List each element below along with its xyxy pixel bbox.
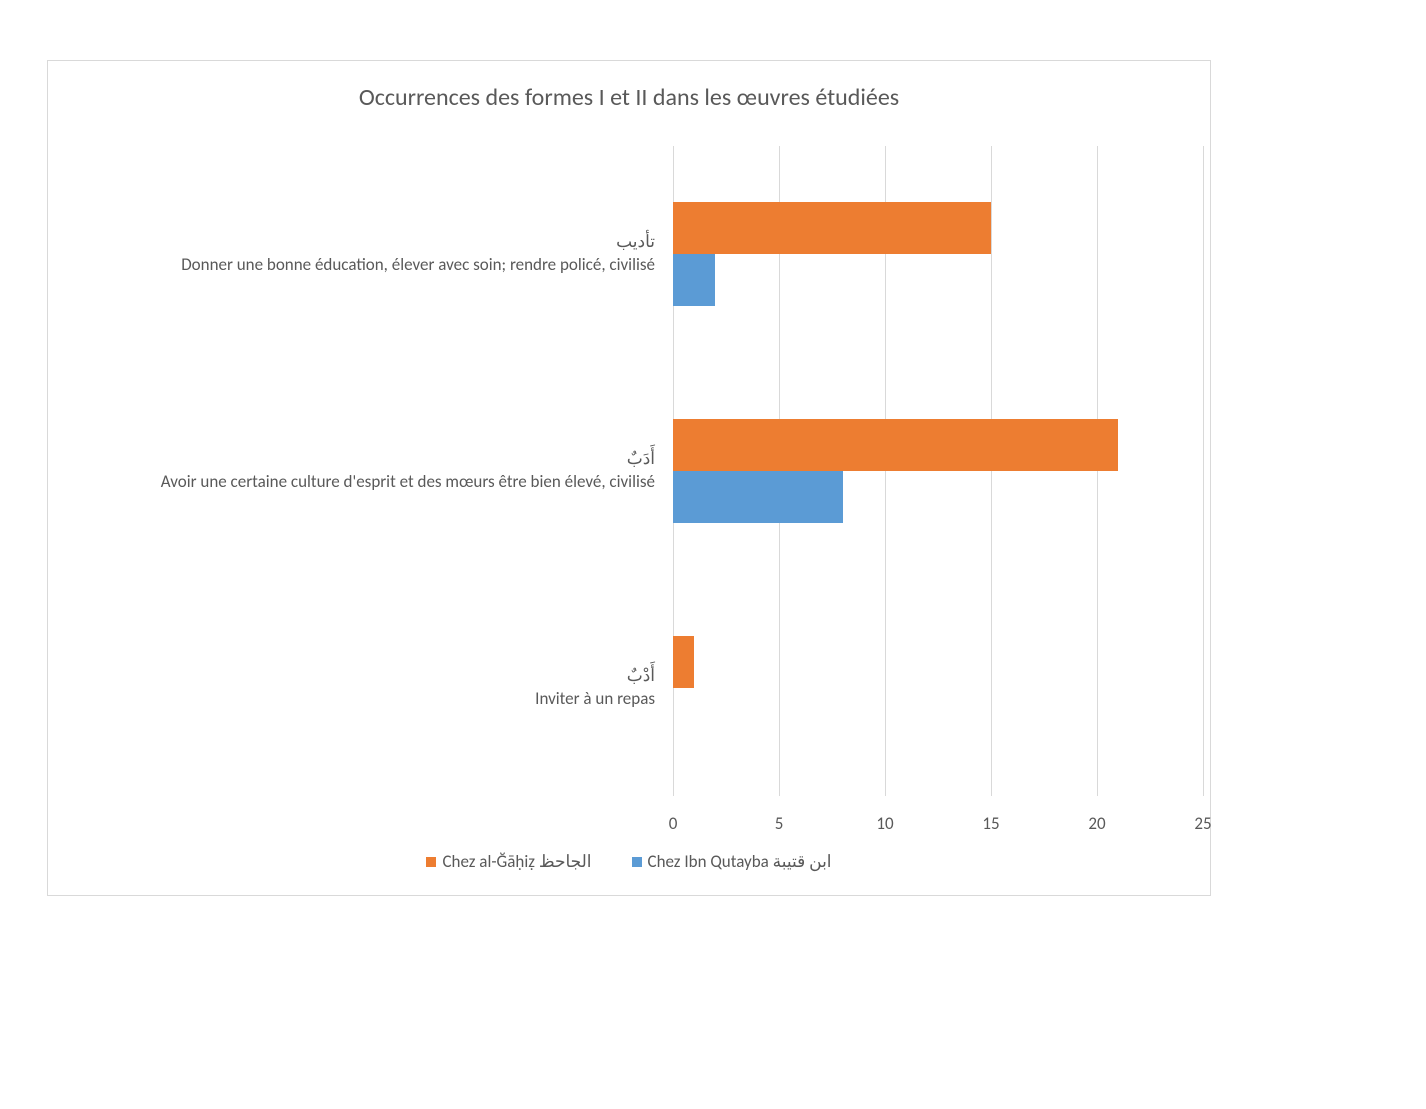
category-label-ar: أَدَبٌ [95,448,655,471]
x-tick-label: 25 [1194,813,1211,834]
legend-item-qutayba: Chez Ibn Qutayba ابن قتيبة [632,851,832,872]
category-label-ar: تأديب [95,231,655,254]
gridline [1203,146,1204,796]
legend-swatch [426,857,436,867]
bar-qutayba [673,254,715,306]
category-label: أَدَبٌAvoir une certaine culture d'espri… [95,448,673,494]
category-label-fr: Inviter à un repas [95,688,655,711]
legend-label: Chez Ibn Qutayba ابن قتيبة [648,851,832,872]
category-label-ar: أَدْبٌ [95,665,655,688]
chart-frame: Occurrences des formes I et II dans les … [47,60,1211,896]
bar-jahiz [673,202,991,254]
x-tick-label: 5 [775,813,784,834]
legend: Chez al-Ğāḥiẓ الجاحظ Chez Ibn Qutayba ابن… [48,851,1210,872]
bar-qutayba [673,471,843,523]
legend-item-jahiz: Chez al-Ğāḥiẓ الجاحظ [426,851,591,872]
category-label-fr: Donner une bonne éducation, élever avec … [95,254,655,277]
gridline [1097,146,1098,796]
category-label: تأديبDonner une bonne éducation, élever … [95,231,673,277]
x-tick-label: 20 [1088,813,1105,834]
category-label-fr: Avoir une certaine culture d'esprit et d… [95,471,655,494]
legend-swatch [632,857,642,867]
category-label: أَدْبٌInviter à un repas [95,665,673,711]
legend-label: Chez al-Ğāḥiẓ الجاحظ [442,851,591,872]
plot-area: 0510152025تأديبDonner une bonne éducatio… [673,146,1203,796]
x-tick-label: 10 [876,813,893,834]
bar-jahiz [673,636,694,688]
gridline [991,146,992,796]
bar-jahiz [673,419,1118,471]
x-tick-label: 0 [669,813,678,834]
x-tick-label: 15 [982,813,999,834]
chart-title: Occurrences des formes I et II dans les … [48,83,1210,112]
